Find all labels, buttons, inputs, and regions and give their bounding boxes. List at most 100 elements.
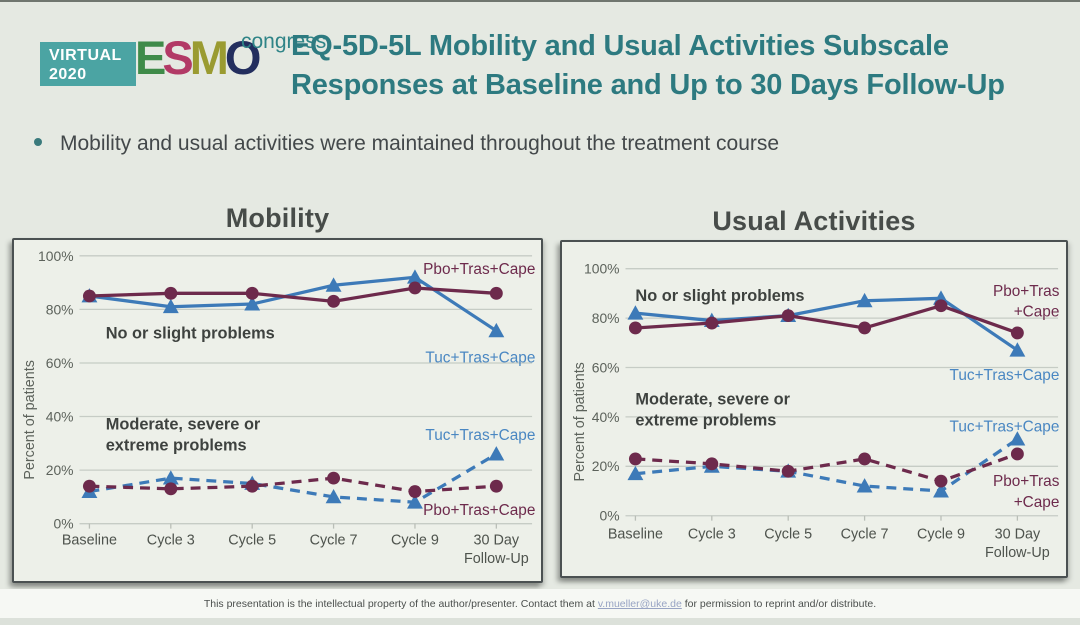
series-line: [89, 476, 497, 494]
triangle-marker: [325, 277, 342, 292]
top-edge-line: [0, 0, 1080, 2]
y-tick-label: 80%: [46, 301, 74, 317]
summary-bullet-text: Mobility and usual activities were maint…: [60, 132, 780, 155]
summary-bullet: Mobility and usual activities were maint…: [34, 132, 1034, 156]
x-tick-label: Follow-Up: [985, 545, 1050, 561]
circle-marker: [245, 286, 259, 300]
contact-email-link[interactable]: v.mueller@uke.de: [597, 598, 682, 610]
triangle-marker: [407, 269, 423, 284]
series-label: Pbo+Tras: [993, 283, 1060, 300]
usual-activities-chart-title: Usual Activities: [712, 206, 916, 236]
circle-marker: [164, 286, 178, 300]
y-tick-label: 80%: [592, 310, 620, 326]
annotation-text: extreme problems: [106, 436, 247, 454]
circle-marker: [82, 479, 96, 493]
series-line: [635, 296, 1019, 352]
bottom-edge-line: [0, 618, 1080, 625]
annotation-text: Moderate, severe or: [106, 416, 261, 434]
triangle-marker: [1009, 431, 1026, 446]
x-axis: Baseline Cycle 3 Cycle 5 Cycle 7 Cycle 9 30 D…: [608, 515, 1050, 561]
circle-marker: [781, 464, 795, 478]
badge-line-1: VIRTUAL: [49, 47, 122, 64]
footer: This presentation is the intellectual pr…: [0, 589, 1080, 618]
x-tick-label: Follow-Up: [464, 551, 529, 567]
circle-marker: [1010, 326, 1024, 340]
triangle-marker: [162, 298, 179, 314]
circle-marker: [781, 309, 795, 323]
triangle-marker: [244, 296, 261, 311]
esmo-wordmark: ESMO: [135, 28, 262, 88]
mobility-chart: 0% 20% 40% 60% 80% 100% Baseline Cycle 3 Cycle 5…: [22, 248, 536, 567]
page-title-line-1: EQ-5D-5L Mobility and Usual Activities S…: [291, 30, 949, 62]
triangle-marker: [162, 470, 179, 485]
annotation-text: No or slight problems: [106, 324, 275, 342]
x-tick-label: 30 Day: [474, 532, 520, 548]
series-label: Tuc+Tras+Cape: [950, 367, 1060, 384]
triangle-marker: [627, 465, 644, 481]
x-tick-label: Cycle 5: [228, 532, 276, 548]
circle-marker: [934, 299, 948, 313]
esmo-letter-e: E: [135, 31, 166, 84]
page-title: EQ-5D-5L Mobility and Usual Activities S…: [291, 27, 1071, 105]
circle-marker: [489, 286, 503, 300]
x-tick-label: Cycle 7: [310, 532, 358, 548]
y-tick-label: 20%: [46, 462, 74, 478]
series-label: +Cape: [1014, 304, 1060, 321]
circle-marker: [408, 485, 422, 498]
esmo-letter-o: O: [224, 31, 262, 84]
annotation-text: No or slight problems: [635, 287, 804, 305]
circle-marker: [1010, 447, 1024, 461]
x-tick-label: Baseline: [62, 532, 117, 548]
triangle-marker: [488, 322, 505, 338]
page-title-line-2: Responses at Baseline and Up to 30 Days …: [291, 69, 1005, 101]
triangle-marker: [627, 305, 644, 320]
x-tick-label: Cycle 9: [391, 532, 439, 548]
x-tick-label: Baseline: [608, 526, 663, 542]
y-tick-label: 40%: [592, 409, 620, 425]
circle-marker: [705, 457, 719, 471]
y-tick-label: 60%: [46, 355, 74, 371]
y-tick-label: 0%: [53, 516, 73, 532]
y-tick-label: 20%: [592, 458, 620, 474]
circle-marker: [327, 294, 341, 308]
x-axis: Baseline Cycle 3 Cycle 5 Cycle 7 Cycle 9 30 D…: [62, 523, 529, 567]
esmo-letter-s: S: [162, 31, 193, 84]
series-label: Tuc+Tras+Cape: [425, 350, 535, 367]
circle-marker: [408, 281, 422, 295]
virtual-2020-badge: VIRTUAL 2020: [40, 42, 136, 86]
y-axis-label: Percent of patients: [572, 362, 588, 481]
y-tick-label: 100%: [584, 261, 620, 277]
usual-activities-chart: 0% 20% 40% 60% 80% 100% Baseline Cycle 3 Cycle 5…: [572, 261, 1060, 562]
y-tick-label: 40%: [46, 408, 74, 424]
footer-text-before: This presentation is the intellectual pr…: [203, 598, 598, 610]
triangle-marker: [856, 478, 873, 493]
series-line: [635, 437, 1019, 493]
gridlines: 0% 20% 40% 60% 80% 100%: [38, 248, 533, 532]
annotation-text: extreme problems: [635, 411, 776, 429]
x-tick-label: Cycle 7: [841, 526, 889, 542]
series-label: Tuc+Tras+Cape: [950, 419, 1060, 436]
bullet-dot-icon: [34, 138, 42, 147]
series-line: [635, 452, 1018, 483]
circle-marker: [628, 321, 642, 335]
series-label: Pbo+Tras+Cape: [423, 261, 535, 278]
y-axis-label: Percent of patients: [22, 360, 38, 479]
y-tick-label: 100%: [38, 248, 74, 264]
circle-marker: [858, 321, 872, 335]
usual-activities-chart-panel: 0% 20% 40% 60% 80% 100% Baseline Cycle 3 Cycle 5…: [560, 240, 1068, 578]
triangle-marker: [933, 483, 949, 498]
esmo-congress-logo: VIRTUAL 2020 ESMO congress: [40, 30, 360, 100]
circle-marker: [164, 482, 178, 496]
triangle-marker: [856, 292, 873, 308]
triangle-marker: [407, 494, 423, 509]
mobility-chart-title: Mobility: [225, 203, 330, 233]
series-line: [89, 275, 498, 333]
y-tick-label: 60%: [592, 359, 620, 375]
circle-marker: [934, 474, 948, 488]
circle-marker: [245, 479, 259, 493]
mobility-chart-panel: 0% 20% 40% 60% 80% 100% Baseline Cycle 3 Cycle 5…: [12, 238, 543, 583]
triangle-marker: [325, 488, 342, 504]
circle-marker: [628, 452, 642, 466]
x-tick-label: Cycle 3: [688, 526, 736, 542]
x-tick-label: 30 Day: [995, 526, 1041, 542]
